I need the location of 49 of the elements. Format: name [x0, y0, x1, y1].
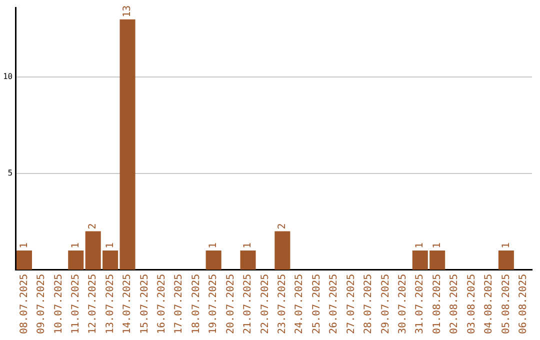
x-tick-label: 16.07.2025 — [156, 274, 168, 334]
data-label: 1 — [208, 242, 220, 249]
x-tick-label: 30.07.2025 — [398, 274, 408, 334]
x-tick-label: 06.08.2025 — [518, 274, 529, 334]
x-tick-label: 25.07.2025 — [311, 274, 322, 334]
data-label: 1 — [432, 242, 443, 249]
y-tick-label: 10 — [2, 72, 13, 82]
x-tick-label: 13.07.2025 — [104, 274, 116, 334]
x-tick-label: 19.07.2025 — [208, 274, 220, 334]
bar — [16, 250, 32, 270]
bar — [240, 250, 256, 270]
x-tick-label: 17.07.2025 — [174, 274, 185, 334]
data-label: 2 — [277, 223, 288, 230]
x-tick-label: 01.08.2025 — [432, 274, 443, 334]
x-tick-label: 03.08.2025 — [466, 274, 478, 334]
data-label: 1 — [414, 242, 426, 249]
x-tick-label: 29.07.2025 — [380, 274, 392, 334]
x-tick-label: 31.07.2025 — [414, 274, 426, 334]
x-tick-label: 18.07.2025 — [190, 274, 202, 334]
data-label: 1 — [18, 242, 30, 249]
x-tick-label: 23.07.2025 — [277, 274, 288, 334]
bar — [206, 250, 222, 270]
data-label: 1 — [242, 242, 254, 249]
x-tick-label: 20.07.2025 — [225, 274, 236, 334]
x-tick-label: 08.07.2025 — [18, 274, 30, 334]
data-label: 13 — [122, 5, 134, 18]
data-label: 1 — [70, 242, 82, 249]
data-label: 2 — [88, 223, 99, 230]
x-tick-label: 22.07.2025 — [260, 274, 271, 334]
x-tick-label: 10.07.2025 — [53, 274, 64, 334]
x-tick-label: 27.07.2025 — [346, 274, 357, 334]
data-label: 1 — [104, 242, 116, 249]
x-tick-label: 28.07.2025 — [363, 274, 374, 334]
x-tick-label: 12.07.2025 — [88, 274, 99, 334]
x-tick-label: 05.08.2025 — [500, 274, 512, 334]
x-tick-label: 24.07.2025 — [294, 274, 306, 334]
x-tick-label: 14.07.2025 — [122, 274, 134, 334]
bar — [498, 250, 514, 270]
x-tick-label: 11.07.2025 — [70, 274, 82, 334]
y-tick-label: 5 — [8, 168, 13, 178]
bar — [274, 231, 290, 270]
data-label: 1 — [500, 242, 512, 249]
bar — [68, 250, 84, 270]
x-tick-label: 15.07.2025 — [139, 274, 150, 334]
x-tick-label: 26.07.2025 — [328, 274, 340, 334]
x-tick-label: 09.07.2025 — [36, 274, 48, 334]
x-tick-label: 02.08.2025 — [449, 274, 460, 334]
x-tick-label: 21.07.2025 — [242, 274, 254, 334]
x-tick-label: 04.08.2025 — [484, 274, 495, 334]
